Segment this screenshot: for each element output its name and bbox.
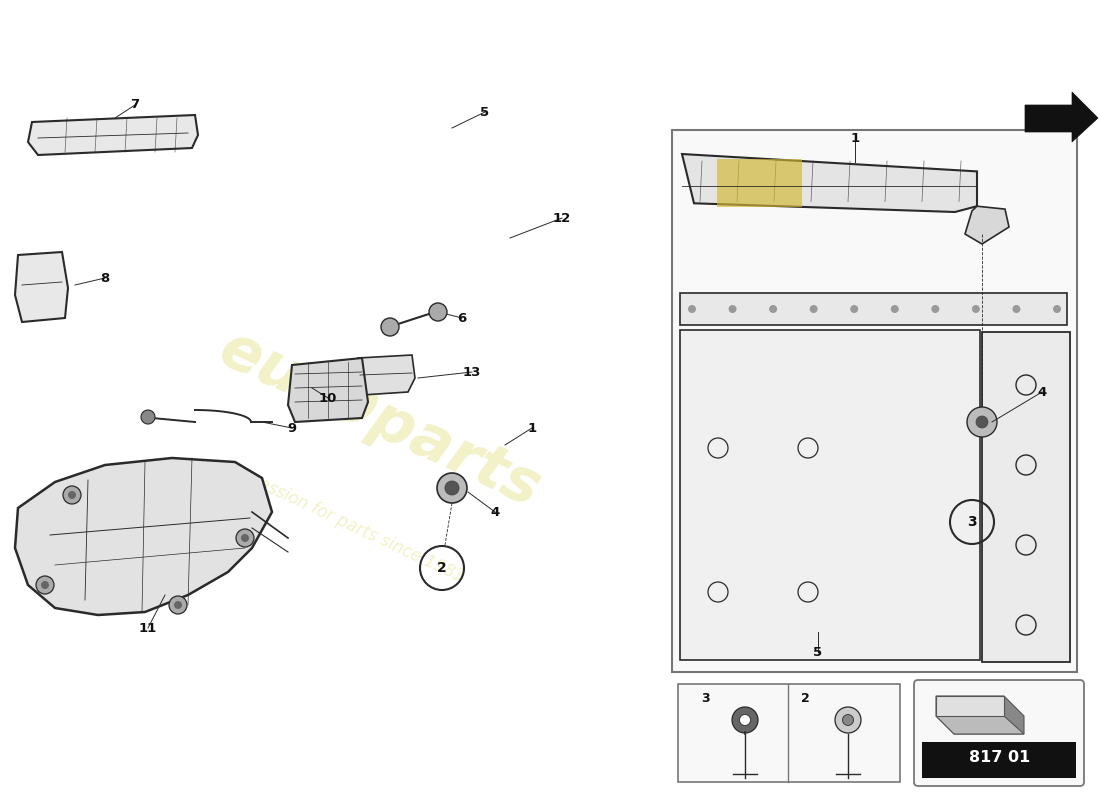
Text: 2: 2 [801,691,810,705]
Text: 3: 3 [701,691,710,705]
Text: 3: 3 [967,515,977,529]
Text: 1: 1 [527,422,537,434]
Circle shape [850,305,858,313]
Text: a passion for parts since 1983: a passion for parts since 1983 [232,464,468,586]
FancyBboxPatch shape [982,332,1070,662]
Circle shape [429,303,447,321]
Polygon shape [682,154,977,212]
Circle shape [932,305,939,313]
Circle shape [728,305,737,313]
Circle shape [1012,305,1021,313]
Text: 7: 7 [131,98,140,111]
Circle shape [241,534,249,542]
Polygon shape [15,252,68,322]
Circle shape [63,486,81,504]
Text: 8: 8 [100,271,110,285]
Text: 817 01: 817 01 [969,750,1031,766]
Circle shape [174,601,182,609]
Text: 5: 5 [813,646,823,658]
Circle shape [972,305,980,313]
Text: 11: 11 [139,622,157,634]
Circle shape [891,305,899,313]
Polygon shape [965,206,1009,244]
Circle shape [41,581,50,589]
Text: 4: 4 [491,506,499,518]
Circle shape [732,707,758,733]
Text: 4: 4 [1037,386,1046,398]
Polygon shape [936,696,1004,716]
FancyBboxPatch shape [717,159,802,207]
FancyBboxPatch shape [922,742,1076,778]
Circle shape [381,318,399,336]
Polygon shape [288,358,368,422]
FancyBboxPatch shape [914,680,1084,786]
Circle shape [437,473,468,503]
Polygon shape [28,115,198,155]
FancyBboxPatch shape [680,330,980,660]
Polygon shape [1025,92,1098,142]
Circle shape [769,305,777,313]
Polygon shape [936,696,1024,734]
Text: 9: 9 [287,422,297,434]
Text: eurOparts: eurOparts [210,320,550,520]
Circle shape [843,714,854,726]
FancyBboxPatch shape [680,293,1067,325]
Circle shape [36,576,54,594]
Circle shape [169,596,187,614]
Polygon shape [355,355,415,395]
Text: 13: 13 [463,366,481,378]
Text: 1: 1 [850,131,859,145]
Text: 10: 10 [319,391,338,405]
Circle shape [236,529,254,547]
Text: 12: 12 [553,211,571,225]
Polygon shape [936,716,1024,734]
FancyBboxPatch shape [672,130,1077,672]
Circle shape [68,491,76,499]
Circle shape [688,305,696,313]
Text: 5: 5 [481,106,490,118]
Polygon shape [15,458,272,615]
Circle shape [976,416,988,428]
Circle shape [835,707,861,733]
Circle shape [739,714,750,726]
Circle shape [141,410,155,424]
Circle shape [1053,305,1062,313]
FancyBboxPatch shape [678,684,900,782]
Circle shape [967,407,997,437]
Circle shape [810,305,817,313]
Text: 2: 2 [437,561,447,575]
Text: 6: 6 [458,311,466,325]
Circle shape [446,481,459,495]
